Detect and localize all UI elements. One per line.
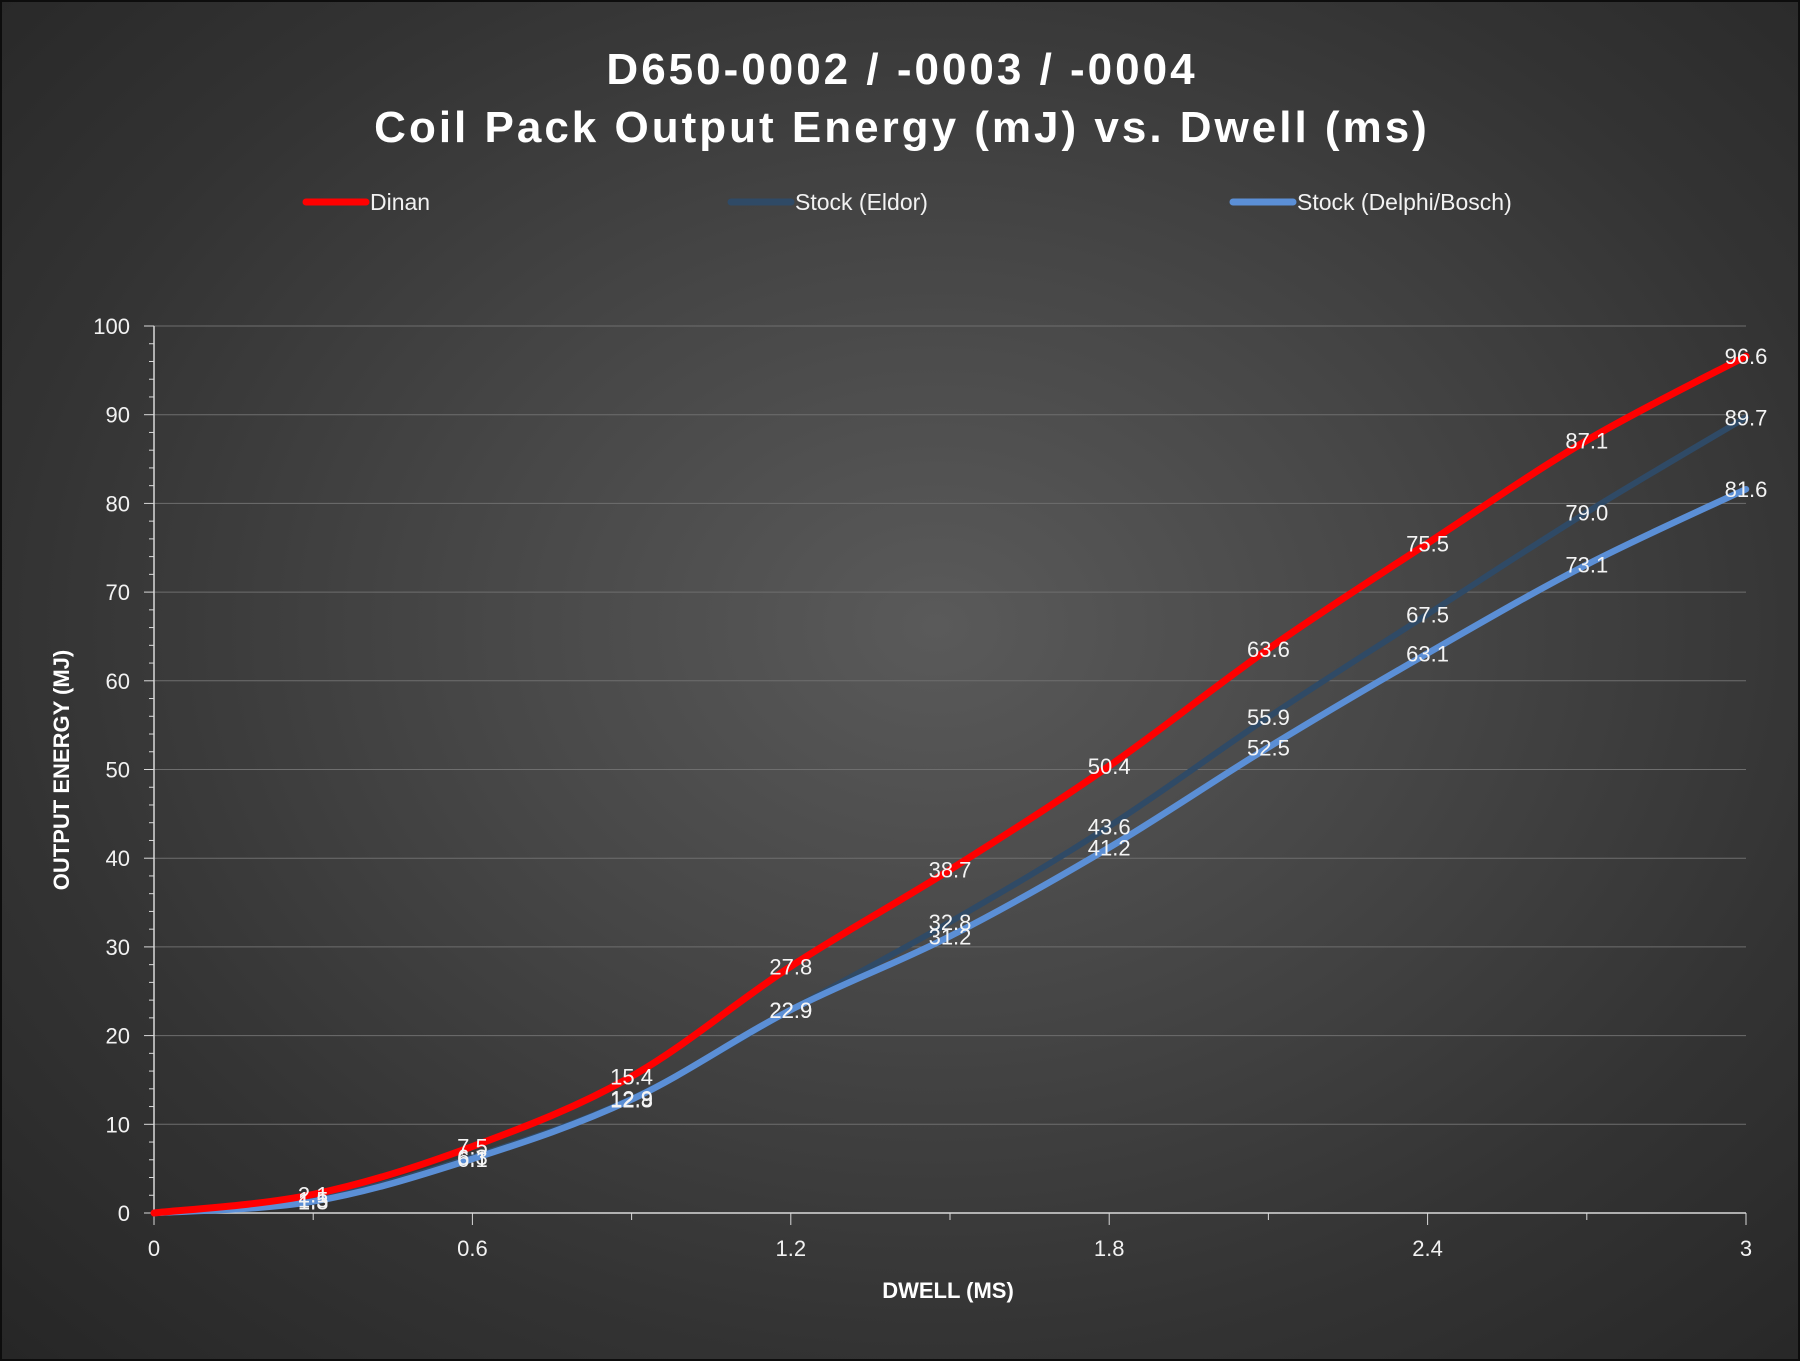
y-tick-label: 70	[106, 580, 130, 605]
y-tick-label: 100	[93, 314, 130, 339]
x-tick-label: 0	[148, 1236, 160, 1261]
chart-title-line2: Coil Pack Output Energy (mJ) vs. Dwell (…	[374, 103, 1430, 152]
x-tick-label: 2.4	[1412, 1236, 1443, 1261]
legend-label-1: Stock (Eldor)	[795, 189, 928, 215]
legend-label-0: Dinan	[370, 189, 430, 215]
y-tick-label: 10	[106, 1112, 130, 1137]
data-label-s0-1: 2.1	[298, 1182, 329, 1207]
legend-label-2: Stock (Delphi/Bosch)	[1297, 189, 1512, 215]
y-tick-label: 90	[106, 403, 130, 428]
data-label-s1-7: 55.9	[1247, 705, 1290, 730]
series-line-2	[150, 485, 1750, 1217]
data-label-s1-3: 12.9	[610, 1087, 653, 1112]
y-tick-label: 80	[106, 491, 130, 516]
data-label-s0-5: 38.7	[929, 858, 972, 883]
y-tick-label: 50	[106, 758, 130, 783]
x-tick-label: 1.2	[776, 1236, 807, 1261]
data-label-s2-5: 31.2	[929, 924, 972, 949]
data-label-s2-1: 1.3	[298, 1189, 329, 1214]
y-tick-label: 60	[106, 669, 130, 694]
data-label-s1-8: 67.5	[1406, 602, 1449, 627]
data-label-s0-4: 27.8	[769, 954, 812, 979]
series-line-1	[151, 414, 1749, 1216]
data-label-s1-6: 43.6	[1088, 814, 1131, 839]
x-tick-label: 1.8	[1094, 1236, 1125, 1261]
data-label-s0-6: 50.4	[1088, 754, 1131, 779]
y-tick-label: 40	[106, 846, 130, 871]
x-axis-title: DWELL (MS)	[882, 1278, 1014, 1303]
data-label-s1-9: 79.0	[1565, 500, 1608, 525]
data-label-s0-9: 87.1	[1565, 428, 1608, 453]
chart-title-line1: D650-0002 / -0003 / -0004	[606, 45, 1197, 94]
data-label-s0-2: 7.5	[457, 1134, 488, 1159]
data-label-s0-10: 96.6	[1725, 344, 1768, 369]
data-label-s1-4: 22.9	[769, 998, 812, 1023]
x-tick-label: 0.6	[457, 1236, 488, 1261]
y-tick-label: 20	[106, 1024, 130, 1049]
data-labels: 2.1 7.5 15.4 27.8 38.7 50.4 63.6 75.5 87.1 96.6 1.…	[298, 344, 1768, 1214]
data-label-s1-10: 89.7	[1725, 405, 1768, 430]
x-tick-label: 3	[1740, 1236, 1752, 1261]
data-label-s1-5: 32.8	[929, 910, 972, 935]
data-label-s2-8: 63.1	[1406, 641, 1449, 666]
data-label-s2-4: 22.9	[769, 998, 812, 1023]
data-label-s2-2: 6.1	[457, 1147, 488, 1172]
legend: Dinan Stock (Eldor) Stock (Delphi/Bosch)	[302, 189, 1512, 215]
data-label-s1-1: 1.5	[298, 1188, 329, 1213]
y-tick-label: 30	[106, 935, 130, 960]
axes	[144, 325, 1747, 1225]
data-label-s2-6: 41.2	[1088, 836, 1131, 861]
y-tick-label: 0	[118, 1201, 130, 1226]
data-label-s0-3: 15.4	[610, 1064, 653, 1089]
data-label-s2-3: 12.8	[610, 1087, 653, 1112]
series-line-0	[150, 352, 1750, 1217]
y-axis-title: OUTPUT ENERGY (MJ)	[49, 650, 74, 890]
gridlines	[154, 325, 1746, 1125]
series-lines	[150, 352, 1750, 1217]
data-label-s1-2: 6.3	[457, 1145, 488, 1170]
data-label-s2-10: 81.6	[1725, 477, 1768, 502]
data-label-s2-7: 52.5	[1247, 735, 1290, 760]
tick-labels: 0 10 20 30 40 50 60 70 80 90 100 0 0.6 1.2 1.8 2.4 3	[93, 314, 1752, 1261]
data-label-s0-7: 63.6	[1247, 637, 1290, 662]
data-label-s0-8: 75.5	[1406, 531, 1449, 556]
data-label-s2-9: 73.1	[1565, 553, 1608, 578]
